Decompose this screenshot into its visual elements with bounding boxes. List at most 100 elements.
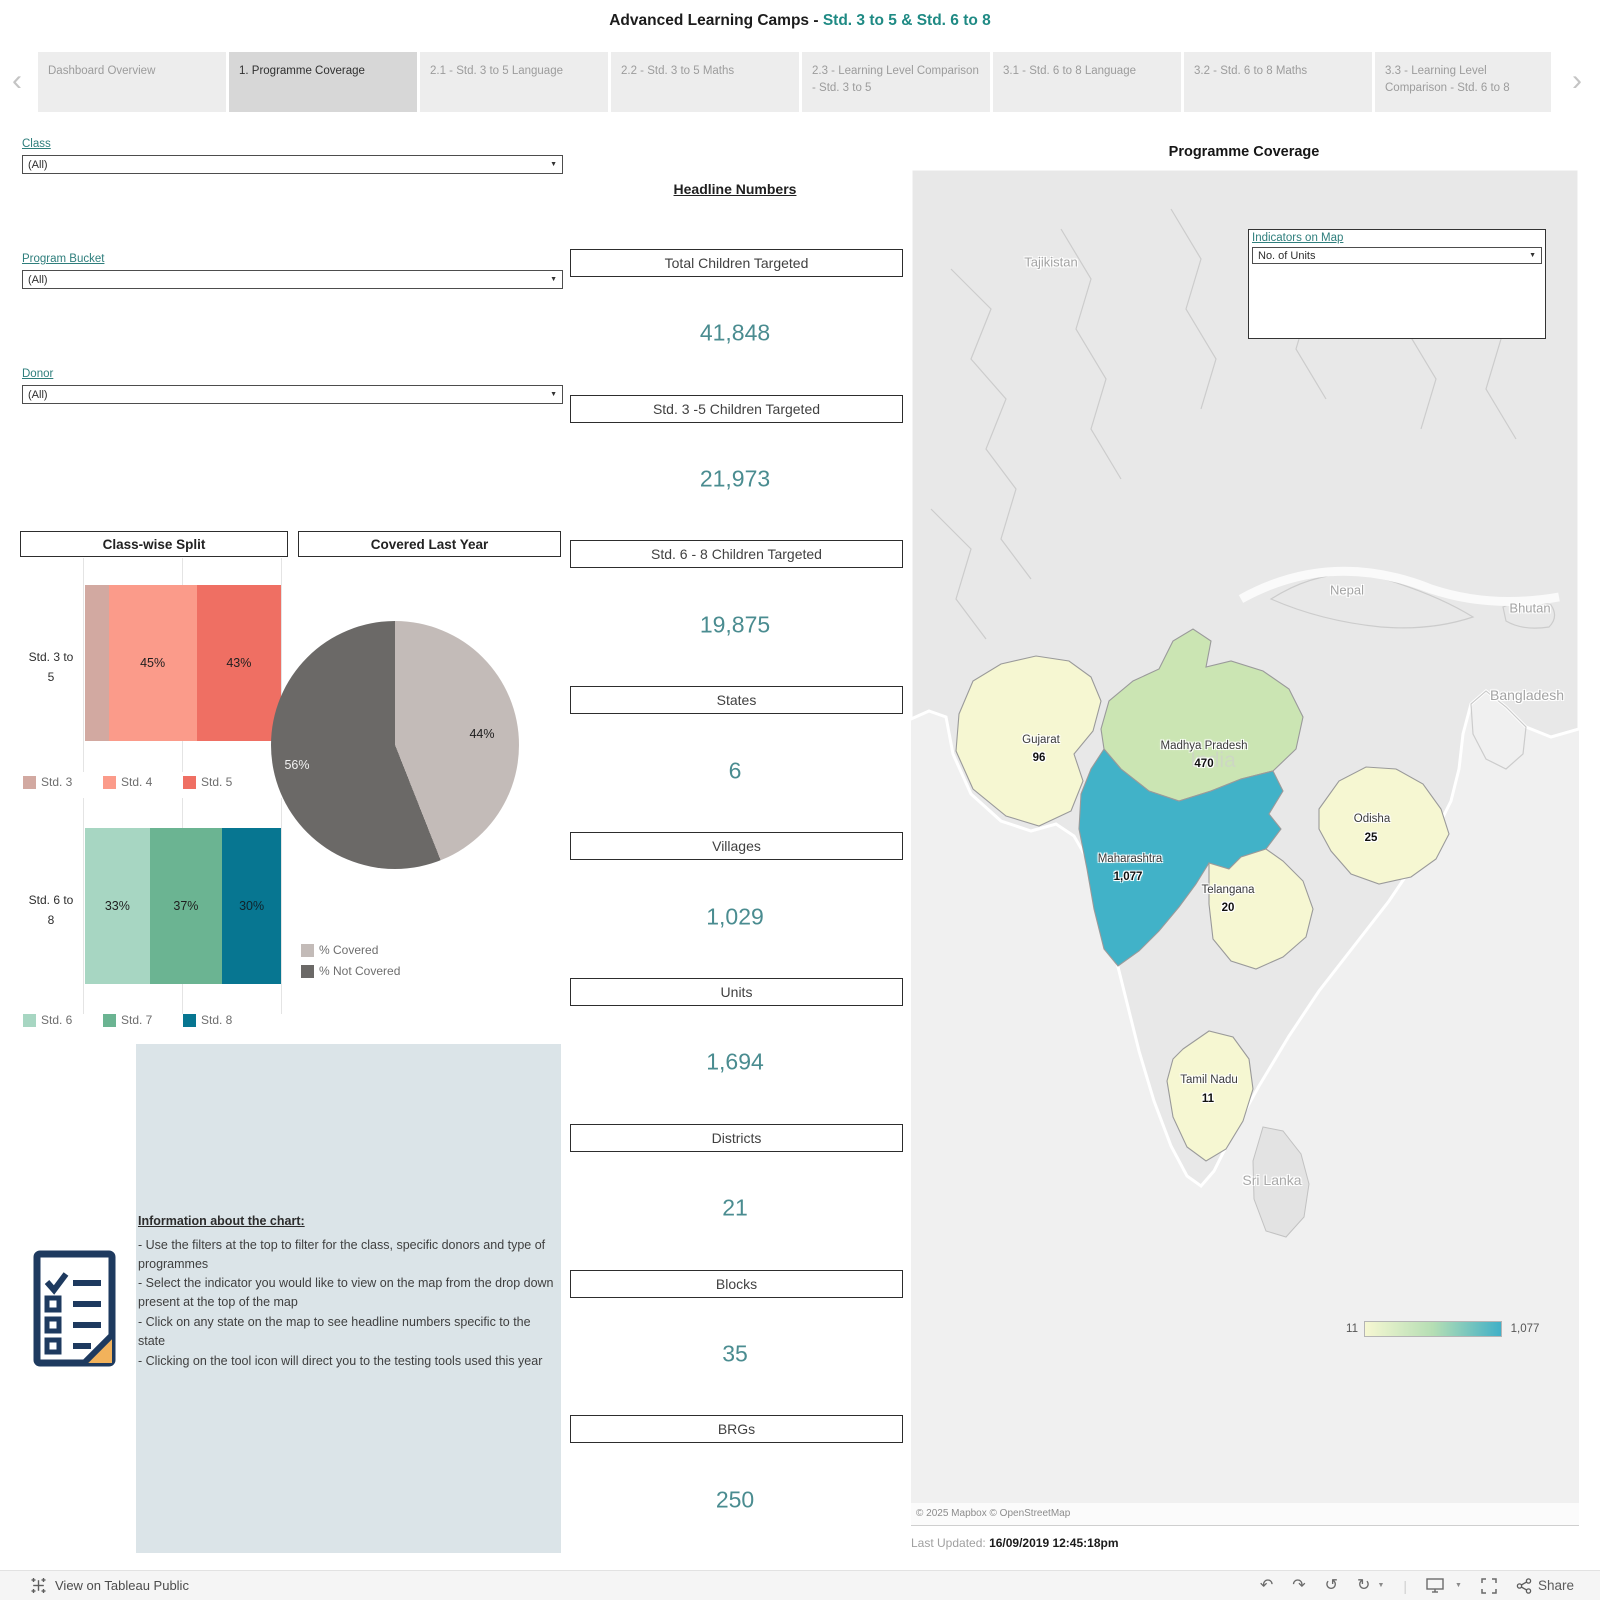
map-legend-gradient [1364,1321,1502,1337]
legend-item-covered[interactable]: % Covered [301,943,378,957]
last-updated: Last Updated: 16/09/2019 12:45:18pm [911,1536,1119,1550]
view-on-tableau-public-link[interactable]: View on Tableau Public [30,1577,189,1594]
legend-label: Std. 4 [121,775,153,789]
map-state-gujarat[interactable] [955,655,1102,827]
sheet-tabs: Dashboard Overview 1. Programme Coverage… [38,52,1551,112]
legend-item-std8[interactable]: Std. 8 [183,1013,232,1027]
bar-segment-std5[interactable]: 43% [196,585,281,741]
filter-program-bucket-label[interactable]: Program Bucket [22,253,105,265]
tab-2-2-std3to5-maths[interactable]: 2.2 - Std. 3 to 5 Maths [611,52,799,112]
filter-class-value: (All) [28,158,48,171]
legend-swatch-not-covered [301,964,314,978]
refresh-icon[interactable]: ↻ [1357,1576,1371,1594]
legend-item-std6[interactable]: Std. 6 [23,1013,72,1027]
bar-row-label-line2: 8 [47,913,55,928]
last-updated-value: 16/09/2019 12:45:18pm [989,1536,1119,1550]
programme-coverage-map[interactable]: Tajikistan Nepal Bhutan Bangladesh Sri L… [911,169,1579,1526]
stacked-bar-std6to8: 33% 37% 30% [85,828,281,984]
legend-swatch-std7 [103,1013,116,1027]
info-bullet-4: - Clicking on the tool icon will direct … [138,1354,543,1368]
tab-3-3-learning-level-std6to8[interactable]: 3.3 - Learning Level Comparison - Std. 6… [1375,52,1551,112]
toolbar: ↶ ↷ ↺ ↻ ▼ | ▼ [1259,1576,1574,1594]
tabs-scroll-right-icon[interactable]: › [1572,64,1582,97]
bar-segment-std8[interactable]: 30% [222,828,281,984]
view-on-tableau-public-label: View on Tableau Public [55,1578,189,1593]
info-heading: Information about the chart: [138,1214,305,1228]
covered-pie-chart[interactable] [271,621,519,869]
map-state-telangana[interactable] [1208,848,1314,970]
map-state-tamil-nadu[interactable] [1166,1030,1254,1162]
filter-class-label[interactable]: Class [22,138,51,150]
legend-item-std7[interactable]: Std. 7 [103,1013,152,1027]
filter-program-bucket-dropdown[interactable]: (All) ▼ [22,270,563,289]
device-caret-icon[interactable]: ▼ [1455,1582,1462,1589]
tab-3-1-std6to8-language[interactable]: 3.1 - Std. 6 to 8 Language [993,52,1181,112]
fullscreen-icon[interactable] [1481,1577,1497,1594]
page-title: Advanced Learning Camps - Std. 3 to 5 & … [0,12,1600,30]
filter-donor-label[interactable]: Donor [22,368,54,380]
bar-row-label-line2: 5 [47,670,55,685]
indicators-on-map-label[interactable]: Indicators on Map [1252,232,1344,244]
refresh-caret-icon[interactable]: ▼ [1377,1582,1385,1589]
indicator-dropdown[interactable]: No. of Units ▼ [1252,247,1542,264]
bar-segment-std4[interactable]: 45% [108,585,197,741]
toolbar-divider: | [1403,1577,1408,1594]
map-himalaya-band [1238,566,1560,606]
bar-row-label-line1: Std. 6 to [28,893,74,907]
gridline [83,558,84,772]
map-state-odisha[interactable] [1318,766,1450,885]
redo-icon[interactable]: ↷ [1292,1576,1306,1594]
map-attribution-strip: © 2025 Mapbox © OpenStreetMap [911,1503,1579,1525]
state-label-tamil-nadu: Tamil Nadu [1180,1074,1238,1086]
covered-last-year-title: Covered Last Year [298,531,561,557]
testing-tools-checklist-icon[interactable] [33,1250,116,1372]
legend-label: % Not Covered [319,964,401,978]
filter-class-dropdown[interactable]: (All) ▼ [22,155,563,174]
bar-segment-std3[interactable] [85,585,109,741]
reset-icon[interactable]: ↺ [1324,1576,1339,1594]
legend-item-std4[interactable]: Std. 4 [103,775,152,789]
tab-2-3-learning-level-std3to5[interactable]: 2.3 - Learning Level Comparison - Std. 3… [802,52,990,112]
device-layout-icon[interactable] [1426,1578,1444,1593]
metric-header-std6-8-children: Std. 6 - 8 Children Targeted [570,540,903,568]
map-canvas [911,169,1579,1525]
bar-segment-std6[interactable]: 33% [85,828,150,984]
tabs-scroll-left-icon[interactable]: ‹ [12,64,22,97]
share-icon [1516,1577,1532,1594]
state-label-gujarat: Gujarat [1022,734,1060,746]
tab-2-1-std3to5-language[interactable]: 2.1 - Std. 3 to 5 Language [420,52,608,112]
bar-segment-std7[interactable]: 37% [149,828,223,984]
state-label-maharashtra: Maharashtra [1097,853,1163,865]
legend-item-not-covered[interactable]: % Not Covered [301,964,400,978]
map-states [955,628,1450,1162]
gridline [281,558,282,772]
chevron-down-icon: ▼ [550,391,557,398]
legend-item-std3[interactable]: Std. 3 [23,775,72,789]
tab-programme-coverage[interactable]: 1. Programme Coverage [229,52,417,112]
tableau-footer: View on Tableau Public ↶ ↷ ↺ ↻ ▼ | ▼ [0,1570,1600,1600]
legend-label: % Covered [319,943,379,957]
metric-header-brgs: BRGs [570,1415,903,1443]
state-value-maharashtra: 1,077 [1113,871,1143,883]
metric-header-states: States [570,686,903,714]
bar-segment-label: 45% [140,656,166,670]
chevron-down-icon: ▼ [550,161,557,168]
share-button[interactable]: Share [1516,1577,1574,1594]
undo-icon[interactable]: ↶ [1259,1576,1274,1594]
state-value-madhya-pradesh: 470 [1194,758,1214,770]
legend-label: Std. 3 [41,775,73,789]
tab-dashboard-overview[interactable]: Dashboard Overview [38,52,226,112]
page-title-prefix: Advanced Learning Camps - [609,12,819,29]
filter-donor-dropdown[interactable]: (All) ▼ [22,385,563,404]
legend-label: Std. 5 [201,775,233,789]
info-bullet-1: - Use the filters at the top to filter f… [138,1238,546,1272]
legend-item-std5[interactable]: Std. 5 [183,775,232,789]
legend-label: Std. 7 [121,1013,153,1027]
map-title: Programme Coverage [1168,144,1320,160]
state-label-telangana: Telangana [1201,884,1255,896]
tab-3-2-std6to8-maths[interactable]: 3.2 - Std. 6 to 8 Maths [1184,52,1372,112]
tableau-logo-icon [31,1578,46,1593]
chevron-down-icon: ▼ [1529,252,1536,259]
country-label-india-watermark: India [1190,749,1236,772]
